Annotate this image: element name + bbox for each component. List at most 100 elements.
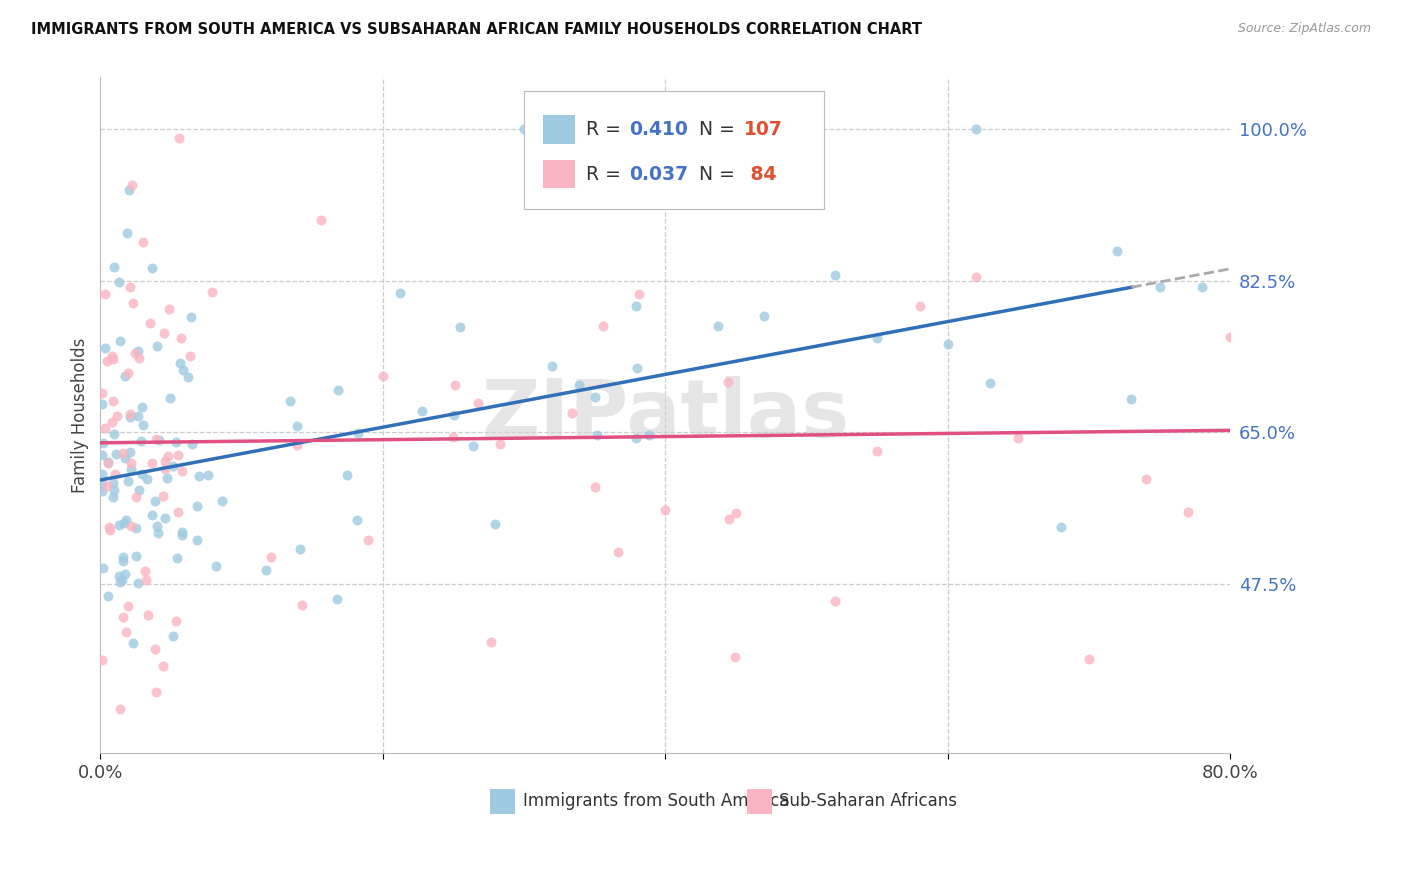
Point (153, 326, 176, 340)
Point (145, 493, 167, 508)
Point (101, 490, 124, 504)
Point (122, 295, 145, 310)
Point (170, 528, 193, 542)
Point (132, 235, 155, 249)
Point (157, 301, 180, 316)
Point (197, 467, 219, 482)
Point (824, 268, 846, 282)
Point (90, 653, 112, 667)
Point (131, 467, 153, 482)
Point (103, 483, 125, 498)
Point (541, 359, 564, 373)
Point (124, 346, 146, 360)
Point (724, 506, 747, 520)
Point (287, 419, 309, 434)
Point (97, 455, 120, 469)
Point (291, 598, 314, 612)
Point (120, 410, 142, 425)
Point (167, 505, 190, 519)
Point (111, 610, 134, 624)
Point (114, 369, 136, 384)
Point (108, 334, 131, 348)
Point (180, 437, 202, 451)
Point (112, 549, 135, 564)
Point (96, 456, 118, 470)
FancyBboxPatch shape (524, 91, 824, 209)
Point (979, 376, 1001, 391)
Point (463, 439, 485, 453)
Point (1135, 472, 1157, 486)
Point (484, 516, 506, 531)
Point (90, 476, 112, 491)
Point (586, 428, 609, 442)
Point (1049, 520, 1071, 534)
Point (118, 445, 141, 459)
Point (479, 635, 502, 649)
Y-axis label: Family Households: Family Households (72, 337, 89, 492)
Point (170, 524, 193, 539)
Point (156, 470, 179, 484)
Point (1078, 652, 1101, 666)
Point (204, 559, 226, 574)
Point (141, 508, 163, 523)
Point (128, 483, 150, 498)
Point (654, 502, 676, 516)
Point (145, 432, 167, 446)
Point (101, 351, 124, 366)
Text: Sub-Saharan Africans: Sub-Saharan Africans (779, 792, 957, 810)
Point (637, 428, 659, 442)
Point (211, 493, 233, 508)
Point (624, 431, 647, 445)
Point (162, 458, 184, 473)
Point (91, 467, 114, 482)
Point (91, 397, 114, 411)
Point (94, 421, 117, 435)
Point (120, 462, 142, 476)
Point (96, 353, 118, 368)
Point (146, 518, 169, 533)
Point (131, 400, 153, 414)
Point (136, 608, 159, 623)
Point (103, 394, 125, 409)
Point (129, 434, 152, 449)
Point (260, 550, 283, 565)
Point (120, 456, 142, 470)
Point (627, 287, 650, 301)
Point (443, 408, 465, 422)
Text: Immigrants from South America: Immigrants from South America (523, 792, 789, 810)
Point (100, 415, 122, 429)
Point (166, 614, 188, 628)
Point (1219, 330, 1241, 344)
Point (124, 549, 146, 563)
Point (444, 377, 467, 392)
Point (162, 629, 184, 643)
Point (1007, 431, 1029, 445)
Point (134, 564, 156, 578)
Point (111, 573, 134, 587)
Point (103, 426, 125, 441)
Point (117, 474, 139, 488)
Point (311, 213, 333, 227)
Point (135, 472, 157, 486)
Point (606, 545, 628, 559)
Text: N =: N = (699, 120, 741, 139)
Point (568, 377, 591, 392)
Point (167, 448, 190, 462)
Point (441, 430, 464, 444)
Point (141, 260, 163, 275)
Point (179, 349, 201, 363)
FancyBboxPatch shape (747, 789, 772, 814)
Point (357, 533, 380, 547)
Point (186, 500, 208, 514)
Point (108, 517, 131, 532)
Text: 0.410: 0.410 (628, 120, 688, 139)
Point (201, 285, 224, 300)
Point (115, 227, 138, 241)
Point (143, 641, 166, 656)
Point (94, 341, 117, 355)
Point (371, 368, 394, 383)
Point (127, 343, 149, 358)
Text: 0.037: 0.037 (628, 164, 689, 184)
Point (172, 363, 194, 377)
Point (111, 554, 134, 568)
